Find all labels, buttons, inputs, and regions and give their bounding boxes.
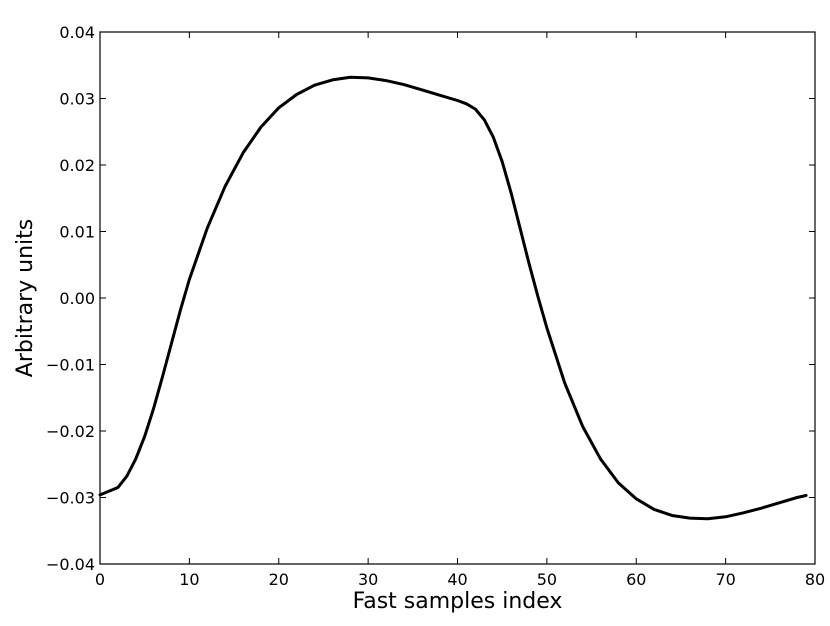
x-tick-label: 40 [447,570,467,589]
series-line [98,75,808,521]
y-tick-label: 0.02 [59,156,95,175]
y-tick-label: 0.03 [59,90,95,109]
y-tick-label: −0.03 [46,489,95,508]
y-tick-label: −0.01 [46,356,95,375]
y-tick-label: 0.04 [59,23,95,42]
y-tick-label: −0.04 [46,555,95,574]
y-tick-label: −0.02 [46,422,95,441]
axes-frame [99,31,816,565]
y-axis-label: Arbitrary units [13,219,38,377]
x-tick-label: 50 [537,570,557,589]
x-tick-label: 20 [269,570,289,589]
x-tick-label: 80 [805,570,825,589]
y-tick-label: 0.00 [59,289,95,308]
y-tick-label: 0.01 [59,223,95,242]
x-tick-label: 10 [179,570,199,589]
x-tick-label: 0 [95,570,105,589]
plot-area [98,31,816,565]
x-axis-label: Fast samples index [353,589,563,614]
x-tick-label: 30 [358,570,378,589]
x-tick-label: 60 [626,570,646,589]
x-tick-label: 70 [715,570,735,589]
y-axis: −0.04 −0.03 −0.02 −0.01 0.00 0.01 0.02 0.03 0.04 [46,23,815,574]
x-axis: 0 10 20 30 40 50 60 70 80 [95,32,825,589]
